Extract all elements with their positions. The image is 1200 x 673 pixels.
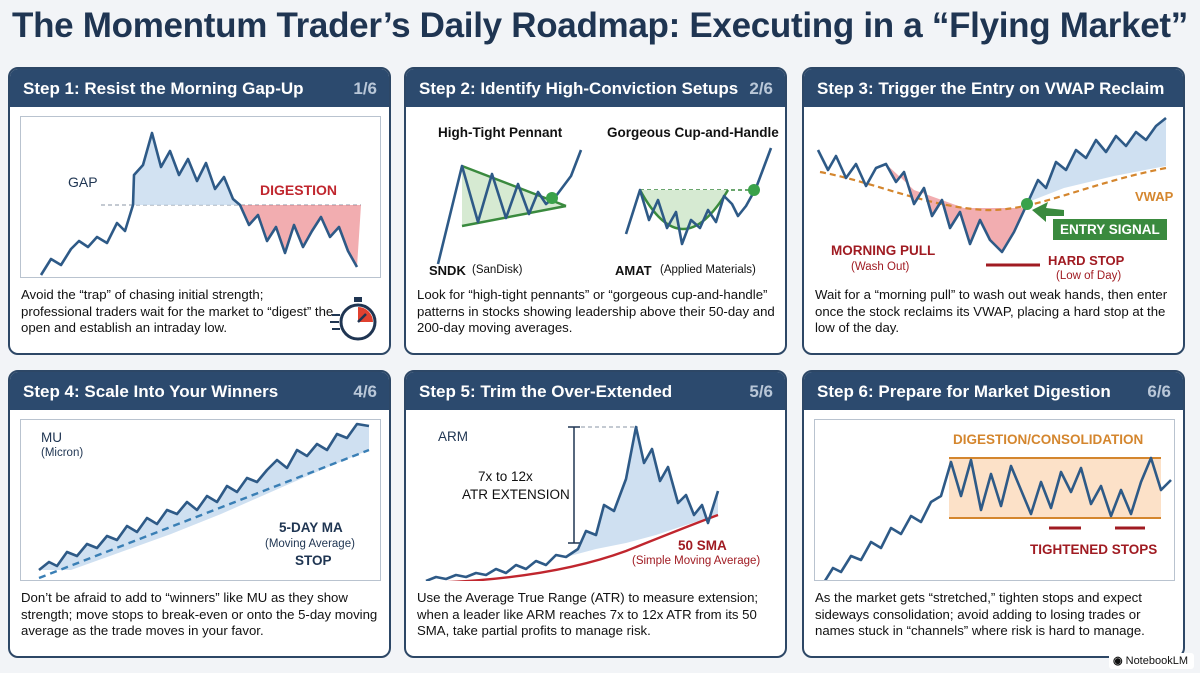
channel-label: DIGESTION/CONSOLIDATION	[953, 432, 1144, 447]
step-2-counter: 2/6	[749, 79, 773, 98]
tightened-stops-label: TIGHTENED STOPS	[1030, 542, 1158, 557]
step-1-card: Step 1: Resist the Morning Gap-Up 1/6 GA…	[8, 67, 391, 355]
step-4-card: Step 4: Scale Into Your Winners 4/6 MU (…	[8, 370, 391, 658]
arm-ticker: ARM	[438, 429, 468, 444]
entry-arrow	[1032, 202, 1064, 222]
sndk-ticker: SNDK	[429, 263, 466, 278]
mu-name: (Micron)	[41, 447, 84, 459]
sndk-name: (SanDisk)	[472, 264, 523, 276]
pull-area	[886, 164, 1028, 252]
step-5-card: Step 5: Trim the Over-Extended 5/6 ARM 7…	[404, 370, 787, 658]
vwap-label: VWAP	[1135, 189, 1174, 204]
step-6-title: Step 6: Prepare for Market Digestion	[817, 382, 1111, 401]
step-6-header: Step 6: Prepare for Market Digestion 6/6	[804, 372, 1183, 410]
step-1-title: Step 1: Resist the Morning Gap-Up	[23, 79, 304, 98]
step-1-header: Step 1: Resist the Morning Gap-Up 1/6	[10, 69, 389, 107]
sma-line	[446, 513, 719, 581]
step-4-counter: 4/6	[353, 382, 377, 401]
stop-label: STOP	[295, 553, 332, 568]
amat-ticker: AMAT	[615, 263, 652, 278]
step-5-description: Use the Average True Range (ATR) to meas…	[417, 590, 759, 638]
extension-area	[566, 427, 718, 557]
atr-line-2: ATR EXTENSION	[462, 487, 570, 502]
wash-out-label: (Wash Out)	[851, 261, 910, 273]
low-of-day-label: (Low of Day)	[1056, 270, 1122, 282]
price-line	[38, 422, 370, 572]
pennant-lower-line	[461, 204, 567, 228]
hard-stop-label: HARD STOP	[1048, 253, 1125, 268]
digestion-label: DIGESTION	[260, 182, 338, 198]
step-3-description: Wait for a “morning pull” to wash out we…	[815, 287, 1168, 335]
step-6-description: As the market gets “stretched,” tighten …	[815, 590, 1145, 638]
step-3-title: Step 3: Trigger the Entry on VWAP Reclai…	[817, 79, 1165, 98]
step-3-card: Step 3: Trigger the Entry on VWAP Reclai…	[802, 67, 1185, 355]
entry-dot	[1021, 198, 1033, 210]
step-5-title: Step 5: Trim the Over-Extended	[419, 382, 673, 401]
step-2-card: Step 2: Identify High-Conviction Setups …	[404, 67, 787, 355]
digestion-area	[240, 205, 361, 267]
price-line	[816, 116, 1167, 254]
step-1-counter: 1/6	[353, 79, 377, 98]
consolidation-band	[949, 458, 1161, 518]
cup-breakout-dot	[748, 184, 760, 196]
step-4-title: Step 4: Scale Into Your Winners	[23, 382, 279, 401]
ma-label: 5-DAY MA	[279, 520, 343, 535]
step-2-chart: High-Tight Pennant Gorgeous Cup-and-Hand…	[416, 116, 779, 278]
step-6-counter: 6/6	[1147, 382, 1171, 401]
sma-sublabel: (Simple Moving Average)	[632, 555, 761, 567]
step-1-description: Avoid the “trap” of chasing initial stre…	[21, 287, 334, 335]
step-6-chart: DIGESTION/CONSOLIDATION TIGHTENED STOPS	[814, 419, 1175, 581]
price-line	[39, 131, 359, 276]
price-line	[425, 425, 720, 581]
step-4-header: Step 4: Scale Into Your Winners 4/6	[10, 372, 389, 410]
amat-name: (Applied Materials)	[660, 264, 756, 276]
morning-pull-label: MORNING PULL	[831, 243, 936, 258]
cup-label: Gorgeous Cup-and-Handle	[607, 125, 779, 140]
gap-label: GAP	[68, 174, 98, 190]
step-5-chart: ARM 7x to 12x ATR EXTENSION 50 SMA (Simp…	[416, 419, 777, 581]
ma-sublabel: (Moving Average)	[265, 538, 355, 550]
notebooklm-watermark: ◉ NotebookLM	[1108, 653, 1194, 669]
notebooklm-logo-icon: ◉	[1112, 655, 1123, 667]
step-1-chart: GAP DIGESTION	[20, 116, 381, 278]
step-4-chart: MU (Micron) 5-DAY MA (Moving Average) ST…	[20, 419, 381, 581]
notebooklm-label: NotebookLM	[1125, 655, 1188, 667]
vwap-line	[819, 166, 1167, 212]
pennant-price-line	[436, 149, 583, 265]
ma-line	[38, 448, 370, 580]
step-3-header: Step 3: Trigger the Entry on VWAP Reclai…	[804, 69, 1183, 107]
step-5-header: Step 5: Trim the Over-Extended 5/6	[406, 372, 785, 410]
cup-price-line	[624, 147, 773, 246]
step-2-title: Step 2: Identify High-Conviction Setups	[419, 79, 739, 98]
step-5-counter: 5/6	[749, 382, 773, 401]
sma-label: 50 SMA	[678, 538, 727, 553]
pennant-breakout-dot	[546, 192, 558, 204]
step-2-header: Step 2: Identify High-Conviction Setups …	[406, 69, 785, 107]
step-6-card: Step 6: Prepare for Market Digestion 6/6…	[802, 370, 1185, 658]
step-2-description: Look for “high-tight pennants” or “gorge…	[417, 287, 775, 335]
price-line	[823, 456, 1172, 580]
cup-curve	[638, 189, 730, 231]
stopwatch-icon	[330, 297, 377, 341]
mu-ticker: MU	[41, 430, 62, 445]
step-4-description: Don’t be afraid to add to “winners” like…	[21, 590, 378, 638]
page-title: The Momentum Trader’s Daily Roadmap: Exe…	[12, 6, 1188, 45]
step-3-chart: VWAP ENTRY SIGNAL MORNING PULL (Wash Out…	[814, 116, 1175, 282]
atr-line-1: 7x to 12x	[478, 469, 533, 484]
entry-signal-badge: ENTRY SIGNAL	[1053, 219, 1167, 240]
pennant-label: High-Tight Pennant	[438, 125, 563, 140]
